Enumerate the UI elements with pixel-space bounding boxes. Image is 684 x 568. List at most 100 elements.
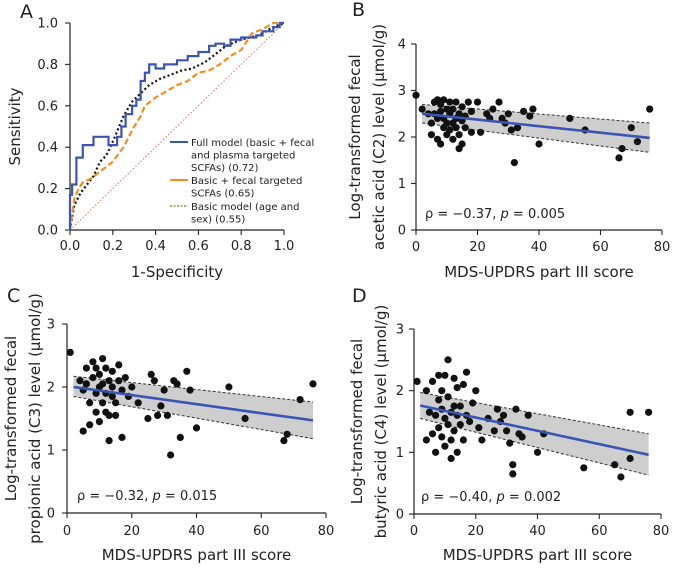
data-point [422,436,430,444]
data-point [467,128,475,136]
data-point [157,402,165,410]
data-point [459,380,467,389]
data-point [449,105,457,113]
data-point [183,367,191,375]
legend-entry-text: Basic + fecal targeted [191,176,302,187]
data-point [186,386,194,394]
data-point [626,454,634,463]
data-point [280,437,288,445]
data-point [475,424,483,432]
data-point [163,411,171,419]
data-point [108,367,116,375]
data-point [449,135,457,143]
regression-line [422,112,650,140]
data-point [99,355,107,363]
y-axis-label-line-1: Log-transformed fecal [348,339,366,504]
legend-entry-text: SCFAs) (0.72) [191,163,258,174]
data-point [456,402,464,410]
x-axis-label: MDS-UPDRS part III score [102,546,292,564]
panel-b-acetic-scatter: B 0 20 40 60 80 0 1 2 3 4 MDS-UPDRS part III score L… [346,0,670,281]
y-tick-label: 3 [47,318,55,333]
data-point [615,154,623,162]
x-tick-label: 0.4 [145,239,166,254]
data-point [495,98,503,106]
data-point [134,399,142,407]
y-axis-label-line-2: acetic acid (C2) level (µmol/g) [370,24,388,250]
data-point [441,371,449,379]
data-point [459,436,467,444]
data-point [535,140,543,148]
panel-letter: D [352,285,367,307]
data-point [438,387,446,395]
data-point [447,436,455,444]
data-point [309,380,317,388]
data-point [118,433,126,441]
data-point [513,124,522,132]
y-axis-label-line-1: Log-transformed fecal [346,54,364,219]
data-point [283,430,291,438]
p-value: = 0.005 [509,207,565,222]
data-point [99,380,107,388]
y-axis-label: Sensitivity [6,87,24,165]
data-point [115,377,123,385]
data-point [86,421,94,429]
confidence-band [422,104,650,153]
panel-d-butyric-scatter: D 0 20 40 60 80 0 1 2 3 MDS-UPDRS part III score Lo… [348,285,669,564]
x-tick-label: 0 [412,240,420,255]
data-point [509,461,517,469]
correlation-annotation: ρ = −0.40, p = 0.002 [421,490,561,505]
ci-upper-line [420,392,649,435]
data-point [154,411,162,419]
x-tick-label: 0 [63,524,71,539]
y-tick-label: 3 [396,323,404,338]
y-tick-label: 3 [398,84,406,99]
panel-c-propionic-scatter: C 0 20 40 60 80 0 1 2 3 MDS-UPDRS part III score Lo… [2,285,334,564]
y-tick-label: 0.8 [37,58,58,73]
data-point [105,437,113,445]
x-tick-label: 60 [591,524,608,539]
data-point [443,119,451,127]
data-point [112,411,120,419]
ci-lower-line [420,417,649,476]
data-point [437,107,445,115]
data-point [645,408,653,416]
y-tick-label: 2 [47,381,55,396]
x-tick-label: 40 [188,524,205,539]
data-point [462,368,471,376]
y-tick-label: 4 [398,38,406,53]
data-point [118,386,126,394]
data-point [115,361,123,369]
x-tick-label: 80 [653,524,670,539]
rho-value: ρ = −0.32, [77,489,153,504]
rho-value: ρ = −0.37, [425,207,501,222]
data-point [453,448,461,456]
data-point [108,392,116,400]
data-point [427,119,435,127]
x-tick-label: 0 [410,524,418,539]
data-point [444,421,452,429]
data-point [427,131,435,139]
data-point [455,131,463,139]
data-point [506,439,514,447]
ci-upper-line [422,103,650,124]
data-point [173,380,181,388]
data-point [526,112,534,120]
data-point [458,103,466,111]
y-tick-label: 1 [396,446,404,461]
roc-series-line [68,21,284,231]
data-point [520,107,528,115]
data-point [503,427,511,435]
data-point [225,383,233,391]
data-point [105,411,113,419]
data-point [493,405,501,413]
legend-entry-text: SCFAs (0.65) [191,189,255,200]
data-point [435,396,443,404]
x-tick-label: 0.2 [102,239,123,254]
p-label: p [496,490,505,505]
data-point [467,107,475,115]
confidence-band [73,376,313,439]
x-tick-label: 1.0 [274,239,295,254]
data-point [450,374,458,382]
x-tick-label: 0.0 [60,239,81,254]
data-point [89,358,97,366]
